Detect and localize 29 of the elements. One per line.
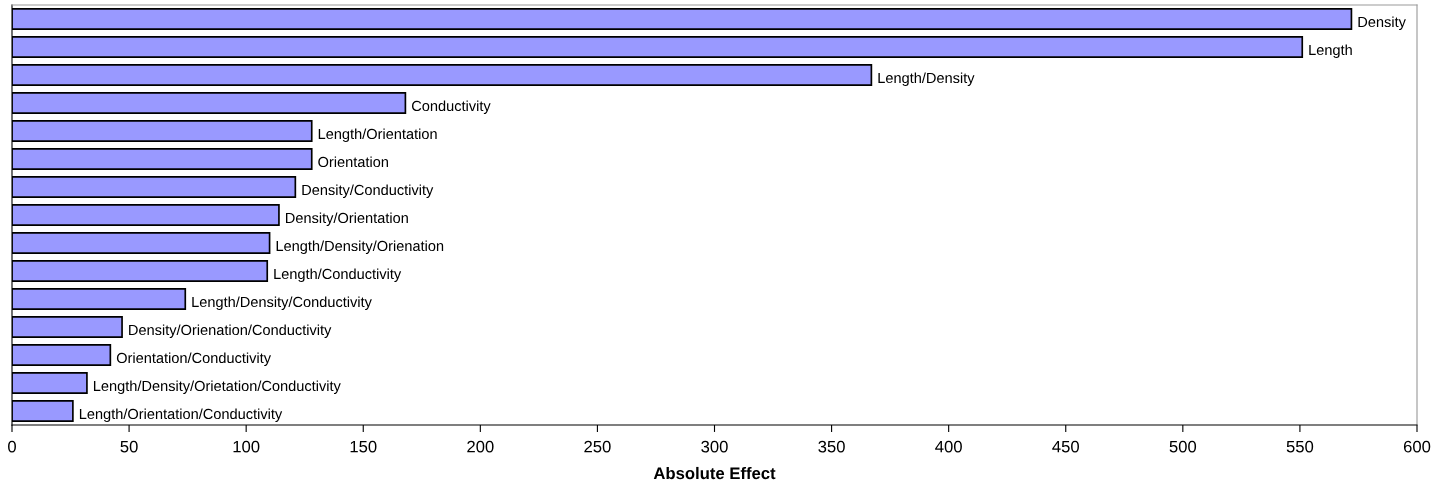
x-axis-title: Absolute Effect [653,466,776,480]
y-tick-label: Density/Orientation [286,212,408,226]
y-tick-label: Length/Conductivity [274,268,402,282]
y-tick-label: Orientation/Conductivity [116,352,271,366]
x-tick-label: 350 [818,440,845,453]
y-tick-label: Density/Conductivity [302,184,434,198]
y-tick-label: Density [1358,16,1406,30]
x-tick-label: 200 [467,440,494,453]
y-tick-label: Length/Orientation/Conductivity [79,408,283,422]
x-tick-label: 0 [8,440,16,453]
x-tick-label: 550 [1286,440,1314,453]
x-tick-label: 500 [1169,440,1197,453]
y-tick-label: Length [1309,44,1352,58]
x-tick-label: 600 [1403,440,1431,453]
x-tick-label: 450 [1052,440,1079,453]
y-tick-label: Length/Density [878,72,975,86]
x-tick-label: 250 [584,440,611,453]
x-tick-label: 400 [935,440,962,453]
y-tick-label: Length/Density/Orietation/Conductivity [93,380,341,394]
x-tick-label: 100 [233,440,260,453]
y-tick-label: Conductivity [411,100,491,114]
y-tick-label: Density/Orienation/Conductivity [129,324,332,338]
x-tick-label: 300 [701,440,728,453]
x-tick-label: 50 [120,440,138,453]
y-tick-label: Length/Orientation [318,128,437,142]
y-tick-label: Length/Density/Orienation [276,240,444,254]
x-tick-label: 150 [350,440,377,453]
y-tick-label: Orientation [318,156,388,168]
y-tick-label: Length/Density/Conductivity [192,296,372,310]
